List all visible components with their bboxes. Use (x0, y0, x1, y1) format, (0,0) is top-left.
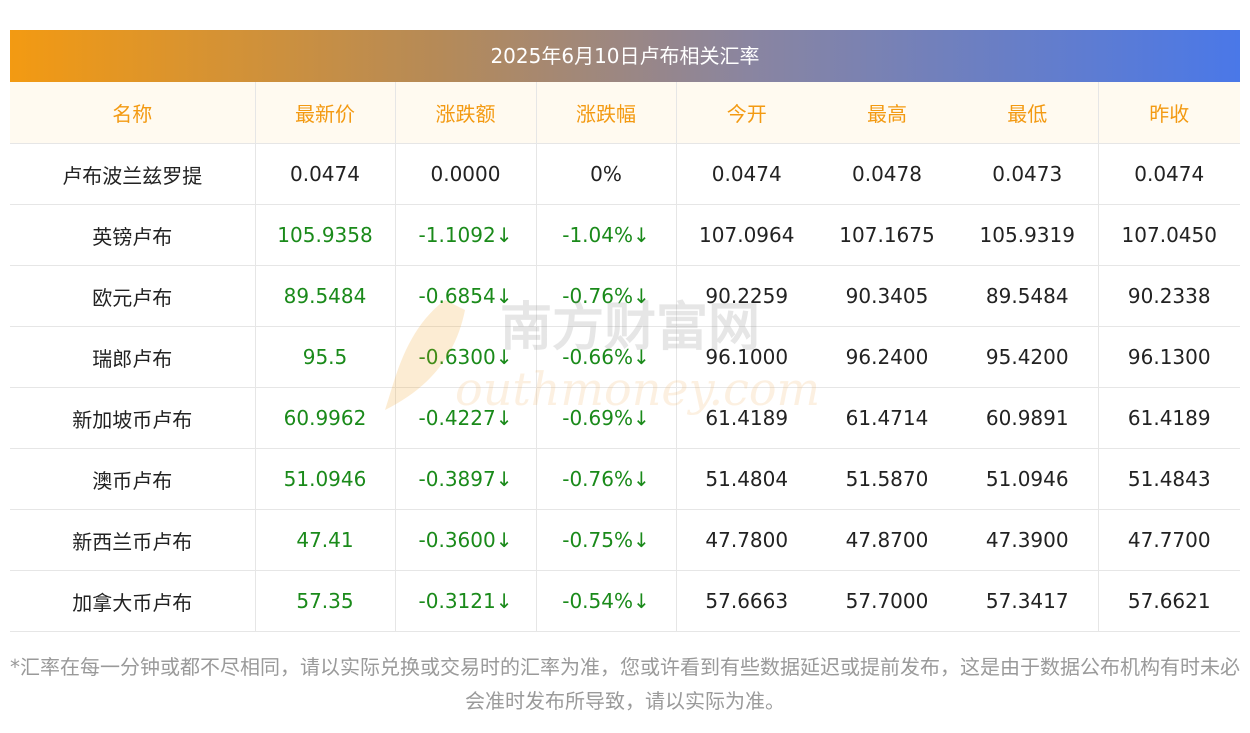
cell-change-pct: -0.75%↓ (536, 509, 677, 571)
table-row: 新西兰币卢布 47.41 -0.3600↓ -0.75%↓ 47.7800 47.8700… (10, 509, 1240, 571)
cell-name: 新西兰币卢布 (10, 509, 256, 571)
cell-low: 105.9319 (957, 204, 1099, 266)
disclaimer-footnote: *汇率在每一分钟或都不尽相同，请以实际兑换或交易时的汇率为准，您或许看到有些数据… (10, 655, 1240, 713)
cell-latest: 95.5 (255, 326, 396, 388)
cell-latest: 0.0474 (255, 143, 396, 205)
table-row: 卢布波兰兹罗提 0.0474 0.0000 0% 0.0474 0.0478 0.0473 0… (10, 143, 1240, 205)
rate-panel: 2025年6月10日卢布相关汇率 名称 最新价 涨跌额 涨跌幅 今开 最高 最低… (10, 30, 1240, 632)
cell-prev-close: 61.4189 (1098, 387, 1240, 449)
cell-low: 51.0946 (957, 448, 1099, 510)
cell-name: 英镑卢布 (10, 204, 256, 266)
cell-latest: 89.5484 (255, 265, 396, 327)
cell-name: 加拿大币卢布 (10, 570, 256, 632)
cell-high: 51.5870 (817, 448, 957, 510)
cell-high: 47.8700 (817, 509, 957, 571)
cell-change: -0.6300↓ (395, 326, 537, 388)
cell-change: -1.1092↓ (395, 204, 537, 266)
cell-prev-close: 47.7700 (1098, 509, 1240, 571)
cell-high: 107.1675 (817, 204, 957, 266)
cell-name: 欧元卢布 (10, 265, 256, 327)
cell-prev-close: 0.0474 (1098, 143, 1240, 205)
cell-change-pct: -0.69%↓ (536, 387, 677, 449)
cell-change: -0.3897↓ (395, 448, 537, 510)
cell-change-pct: -0.66%↓ (536, 326, 677, 388)
cell-low: 0.0473 (957, 143, 1099, 205)
cell-change-pct: -0.76%↓ (536, 265, 677, 327)
cell-low: 47.3900 (957, 509, 1099, 571)
cell-low: 89.5484 (957, 265, 1099, 327)
table-row: 英镑卢布 105.9358 -1.1092↓ -1.04%↓ 107.0964 107.1… (10, 204, 1240, 266)
cell-latest: 105.9358 (255, 204, 396, 266)
cell-high: 90.3405 (817, 265, 957, 327)
header-open: 今开 (676, 82, 817, 144)
cell-high: 57.7000 (817, 570, 957, 632)
table-row: 欧元卢布 89.5484 -0.6854↓ -0.76%↓ 90.2259 90.3405… (10, 265, 1240, 327)
rate-table: 名称 最新价 涨跌额 涨跌幅 今开 最高 最低 昨收 卢布波兰兹罗提 0.0474… (10, 82, 1240, 632)
table-title: 2025年6月10日卢布相关汇率 (10, 30, 1240, 82)
cell-change: -0.6854↓ (395, 265, 537, 327)
cell-name: 澳币卢布 (10, 448, 256, 510)
header-row: 名称 最新价 涨跌额 涨跌幅 今开 最高 最低 昨收 (10, 82, 1240, 144)
cell-prev-close: 51.4843 (1098, 448, 1240, 510)
cell-prev-close: 107.0450 (1098, 204, 1240, 266)
cell-open: 51.4804 (676, 448, 817, 510)
cell-change-pct: -1.04%↓ (536, 204, 677, 266)
cell-low: 95.4200 (957, 326, 1099, 388)
cell-change-pct: 0% (536, 143, 677, 205)
cell-change: 0.0000 (395, 143, 537, 205)
cell-prev-close: 90.2338 (1098, 265, 1240, 327)
cell-name: 瑞郎卢布 (10, 326, 256, 388)
cell-high: 61.4714 (817, 387, 957, 449)
cell-change-pct: -0.54%↓ (536, 570, 677, 632)
cell-open: 90.2259 (676, 265, 817, 327)
cell-change: -0.3121↓ (395, 570, 537, 632)
table-row: 新加坡币卢布 60.9962 -0.4227↓ -0.69%↓ 61.4189 61.47… (10, 387, 1240, 449)
cell-latest: 60.9962 (255, 387, 396, 449)
cell-low: 57.3417 (957, 570, 1099, 632)
cell-prev-close: 57.6621 (1098, 570, 1240, 632)
cell-open: 0.0474 (676, 143, 817, 205)
cell-change: -0.3600↓ (395, 509, 537, 571)
cell-latest: 47.41 (255, 509, 396, 571)
cell-latest: 57.35 (255, 570, 396, 632)
cell-high: 96.2400 (817, 326, 957, 388)
header-name: 名称 (10, 82, 256, 144)
cell-open: 47.7800 (676, 509, 817, 571)
cell-change: -0.4227↓ (395, 387, 537, 449)
cell-change-pct: -0.76%↓ (536, 448, 677, 510)
cell-prev-close: 96.1300 (1098, 326, 1240, 388)
cell-name: 卢布波兰兹罗提 (10, 143, 256, 205)
header-change-pct: 涨跌幅 (536, 82, 677, 144)
cell-open: 61.4189 (676, 387, 817, 449)
cell-open: 107.0964 (676, 204, 817, 266)
cell-high: 0.0478 (817, 143, 957, 205)
cell-open: 96.1000 (676, 326, 817, 388)
cell-open: 57.6663 (676, 570, 817, 632)
header-low: 最低 (957, 82, 1099, 144)
header-prev-close: 昨收 (1098, 82, 1240, 144)
table-row: 澳币卢布 51.0946 -0.3897↓ -0.76%↓ 51.4804 51.5870… (10, 448, 1240, 510)
cell-latest: 51.0946 (255, 448, 396, 510)
header-latest: 最新价 (255, 82, 396, 144)
header-change: 涨跌额 (395, 82, 537, 144)
header-high: 最高 (817, 82, 957, 144)
table-row: 加拿大币卢布 57.35 -0.3121↓ -0.54%↓ 57.6663 57.7000… (10, 570, 1240, 632)
table-row: 瑞郎卢布 95.5 -0.6300↓ -0.66%↓ 96.1000 96.2400 95.… (10, 326, 1240, 388)
cell-low: 60.9891 (957, 387, 1099, 449)
cell-name: 新加坡币卢布 (10, 387, 256, 449)
